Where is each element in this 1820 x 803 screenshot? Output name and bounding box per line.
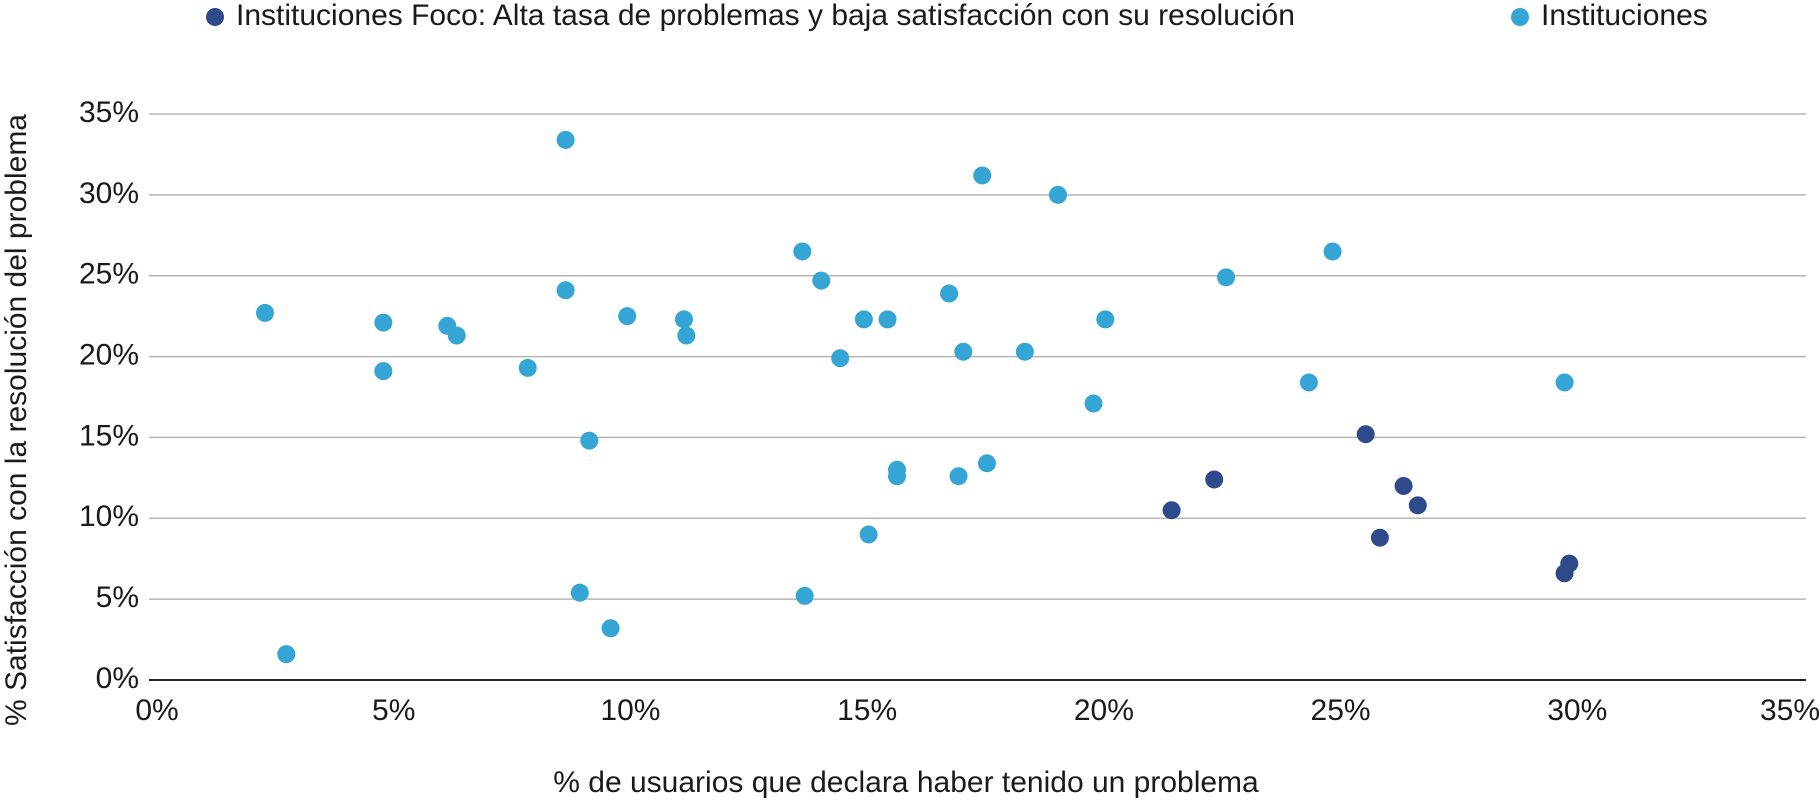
data-point [1217,268,1236,287]
y-axis-label: % Satisfacción con la resolución del pro… [0,114,33,726]
data-point [954,342,973,361]
data-point [831,349,850,368]
data-point [677,326,696,345]
y-tick-label: 10% [79,500,139,533]
data-point [556,281,575,300]
y-tick-label: 15% [79,419,139,452]
data-point [674,310,693,329]
y-tick-label: 25% [79,258,139,291]
y-tick-label: 20% [79,338,139,371]
data-point [1323,242,1342,261]
data-point [854,310,873,329]
x-tick-label: 20% [1074,694,1134,727]
legend-marker [206,8,224,26]
data-point [878,310,897,329]
data-point [793,242,812,261]
data-point [1560,554,1579,573]
data-point [556,130,575,149]
data-point [374,313,393,332]
data-point [795,586,814,605]
data-point [518,358,537,377]
x-axis-label: % de usuarios que declara haber tenido u… [553,766,1259,799]
y-tick-label: 5% [96,581,139,614]
data-point [255,303,274,322]
legend-label: Instituciones [1541,0,1708,32]
data-point [973,166,992,185]
data-point [888,467,907,486]
data-point [1015,342,1034,361]
legend-label: Instituciones Foco: Alta tasa de problem… [236,0,1295,32]
data-point [1299,373,1318,392]
data-point [618,307,637,326]
x-tick-label: 25% [1311,694,1371,727]
y-tick-label: 35% [79,96,139,129]
x-tick-label: 35% [1760,694,1820,727]
data-point [1555,373,1574,392]
data-point [1370,528,1389,547]
data-point [1096,310,1115,329]
data-point [277,645,296,664]
data-point [1394,476,1413,495]
data-point [447,326,466,345]
y-tick-label: 30% [79,177,139,210]
data-point [1084,394,1103,413]
x-tick-label: 15% [837,694,897,727]
x-tick-label: 30% [1547,694,1607,727]
data-point [601,619,620,638]
x-tick-label: 0% [135,694,178,727]
data-point [580,431,599,450]
data-point [1162,501,1181,520]
data-point [1356,425,1375,444]
data-point [1205,470,1224,489]
data-point [949,467,968,486]
data-point [977,454,996,473]
data-point [1408,496,1427,515]
x-tick-label: 10% [600,694,660,727]
data-point [1048,185,1067,204]
legend-marker [1511,8,1529,26]
data-point [940,284,959,303]
data-point [570,583,589,602]
y-tick-label: 0% [96,662,139,695]
x-tick-label: 5% [372,694,415,727]
data-point [812,271,831,290]
data-point [374,362,393,381]
data-point [859,525,878,544]
